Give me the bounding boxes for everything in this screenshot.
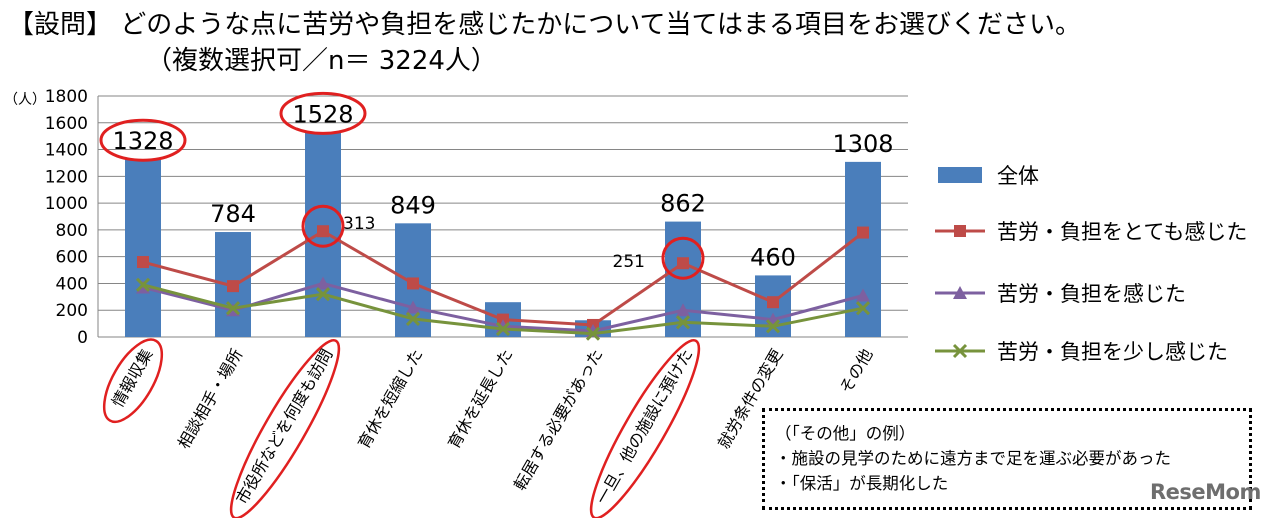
line-marker [676, 303, 690, 317]
legend-item-bar: 全体 [935, 160, 1039, 190]
y-tick-label: 800 [56, 221, 88, 241]
y-tick-label: 200 [56, 301, 88, 321]
bar-value-label: 1308 [832, 130, 893, 158]
category-label: 相談相手・場所 [174, 346, 246, 453]
legend-item-line-2: 苦労・負担を感じた [935, 278, 1186, 308]
y-tick-label: 0 [77, 328, 88, 348]
line-marker [585, 326, 601, 341]
bar-value-label: 862 [660, 190, 706, 218]
y-tick-label: 400 [56, 274, 88, 294]
y-unit-label: （人） [4, 92, 46, 108]
y-tick-label: 1400 [45, 141, 88, 161]
line-marker [315, 287, 331, 302]
line-marker [765, 319, 781, 334]
bar-value-label: 460 [750, 243, 796, 271]
note-item: ・施設の見学のために遠方まで足を運ぶ必要があった [775, 449, 1171, 468]
line-marker [856, 288, 870, 302]
legend-item-line-3: 苦労・負担を少し感じた [935, 336, 1228, 366]
line-marker [677, 257, 689, 270]
line-marker [405, 311, 421, 326]
line-marker [137, 256, 149, 269]
point-value-label: 251 [613, 252, 645, 272]
legend-label: 苦労・負担を感じた [997, 282, 1186, 306]
question-text: 【設問】 どのような点に苦労や負担を感じたかについて当てはまる項目をお選びくださ… [8, 10, 1081, 40]
line-marker [316, 276, 330, 290]
line-marker [857, 226, 869, 239]
highlight-circle [661, 236, 705, 280]
bar-value-label: 784 [210, 200, 256, 228]
line-marker [225, 301, 241, 316]
line-marker [495, 321, 511, 337]
bar-value-label: 1528 [292, 100, 353, 128]
category-label: 育休を短縮した [354, 346, 426, 453]
line-marker [227, 280, 239, 293]
y-tick-label: 1800 [45, 87, 88, 107]
legend-label: 全体 [997, 164, 1039, 188]
y-tick-label: 600 [56, 248, 88, 268]
category-label: 一旦、他の施設に預けた [592, 346, 696, 508]
legend-line-square-swatch [935, 221, 985, 241]
legend-label: 苦労・負担を少し感じた [997, 340, 1228, 364]
highlight-circle [102, 338, 164, 424]
legend-label: 苦労・負担をとても感じた [997, 220, 1248, 244]
highlight-circle [301, 204, 345, 248]
note-title: （「その他」の例） [775, 424, 916, 443]
category-label: 育休を延長した [444, 346, 516, 453]
line-marker [767, 296, 779, 309]
point-value-label: 313 [343, 214, 375, 234]
legend-line-triangle-swatch [935, 283, 985, 303]
bar [125, 159, 161, 337]
highlight-circle [279, 91, 367, 135]
y-tick-label: 1000 [45, 194, 88, 214]
category-label: 転居する必要があった [510, 346, 606, 494]
legend-line-x-swatch [935, 341, 985, 361]
y-tick-label: 1200 [45, 167, 88, 187]
highlight-circle [99, 118, 187, 162]
legend-item-line-1: 苦労・負担をとても感じた [935, 216, 1247, 246]
line-marker [317, 225, 329, 238]
category-label: 情報収集 [108, 346, 156, 411]
line-marker [855, 301, 871, 316]
line-marker [406, 300, 420, 314]
line-marker [135, 277, 151, 292]
other-examples-note: （「その他」の例） ・施設の見学のために遠方まで足を運ぶ必要があった ・「保活」… [762, 408, 1252, 510]
legend-bar-swatch [935, 165, 985, 185]
resemom-logo: ReseMom [1150, 480, 1261, 504]
bar-value-label: 849 [390, 191, 436, 219]
line-marker [675, 315, 691, 330]
category-label: その他 [836, 346, 876, 397]
question-sample-size: （複数選択可／n＝ 3224人） [146, 46, 497, 76]
category-label: 市役所などを何度も訪問 [232, 346, 336, 508]
line-marker [407, 277, 419, 290]
y-tick-label: 1600 [45, 114, 88, 134]
bar-value-label: 1328 [112, 127, 173, 155]
note-item: ・「保活」が長期化した [775, 474, 949, 493]
